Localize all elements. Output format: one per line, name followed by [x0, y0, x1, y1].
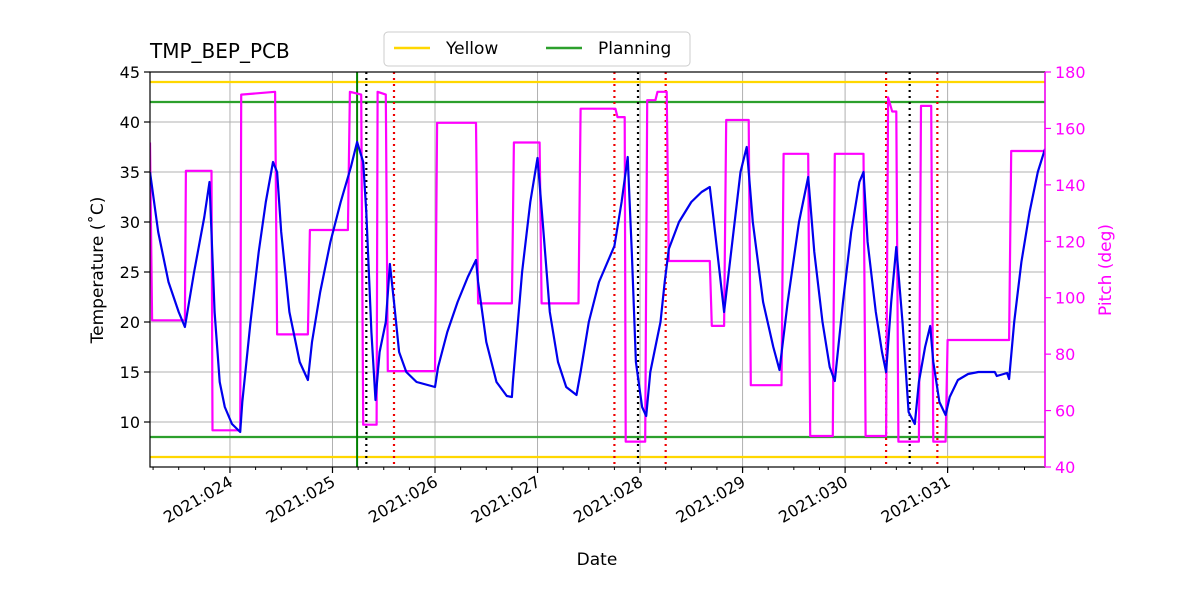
- x-tick-label-4: 2021:028: [570, 472, 646, 527]
- y-right-tick-label-5: 140: [1055, 176, 1086, 195]
- x-tick-label-1: 2021:025: [263, 472, 339, 527]
- y-right-tick-label-1: 60: [1055, 402, 1075, 421]
- x-tick-label-2: 2021:026: [365, 472, 441, 527]
- grid: [150, 71, 1045, 467]
- legend-box: [383, 31, 691, 67]
- y-axis-right-title: Pitch (deg): [1096, 224, 1116, 316]
- y-right-tick-label-0: 40: [1055, 458, 1075, 477]
- plot-series: [150, 90, 1045, 443]
- legend-label-planning: Planning: [598, 39, 671, 59]
- x-tick-label-7: 2021:031: [878, 472, 954, 527]
- series-temperature: [150, 140, 1045, 434]
- y-right-tick-label-6: 160: [1055, 119, 1086, 138]
- chart-title: TMP_BEP_PCB: [149, 39, 290, 63]
- y-right-tick-label-3: 100: [1055, 289, 1086, 308]
- y-right-tick-label-2: 80: [1055, 345, 1075, 364]
- y-left-tick-label-7: 45: [120, 63, 140, 82]
- x-axis-title: Date: [577, 550, 618, 570]
- y-left-tick-label-2: 20: [120, 313, 140, 332]
- x-tick-label-3: 2021:027: [468, 472, 544, 527]
- x-tick-label-5: 2021:029: [673, 472, 749, 527]
- event-markers: [356, 72, 939, 467]
- x-tick-label-0: 2021:024: [160, 472, 236, 527]
- y-left-tick-label-5: 35: [120, 163, 140, 182]
- y-axis-left-title: Temperature (˚C): [87, 197, 108, 345]
- y-left-tick-label-1: 15: [120, 363, 140, 382]
- legend: Yellow Planning: [383, 31, 691, 67]
- y-right-tick-label-7: 180: [1055, 63, 1086, 82]
- legend-label-yellow: Yellow: [445, 39, 498, 59]
- y-left-tick-label-3: 25: [120, 263, 140, 282]
- limit-lines: [150, 80, 1045, 459]
- y-left-tick-label-6: 40: [120, 113, 140, 132]
- y-right-tick-label-4: 120: [1055, 232, 1086, 251]
- series-pitch: [150, 90, 1045, 443]
- x-tick-label-6: 2021:030: [775, 472, 851, 527]
- y-left-tick-label-4: 30: [120, 213, 140, 232]
- y-left-tick-label-0: 10: [120, 413, 140, 432]
